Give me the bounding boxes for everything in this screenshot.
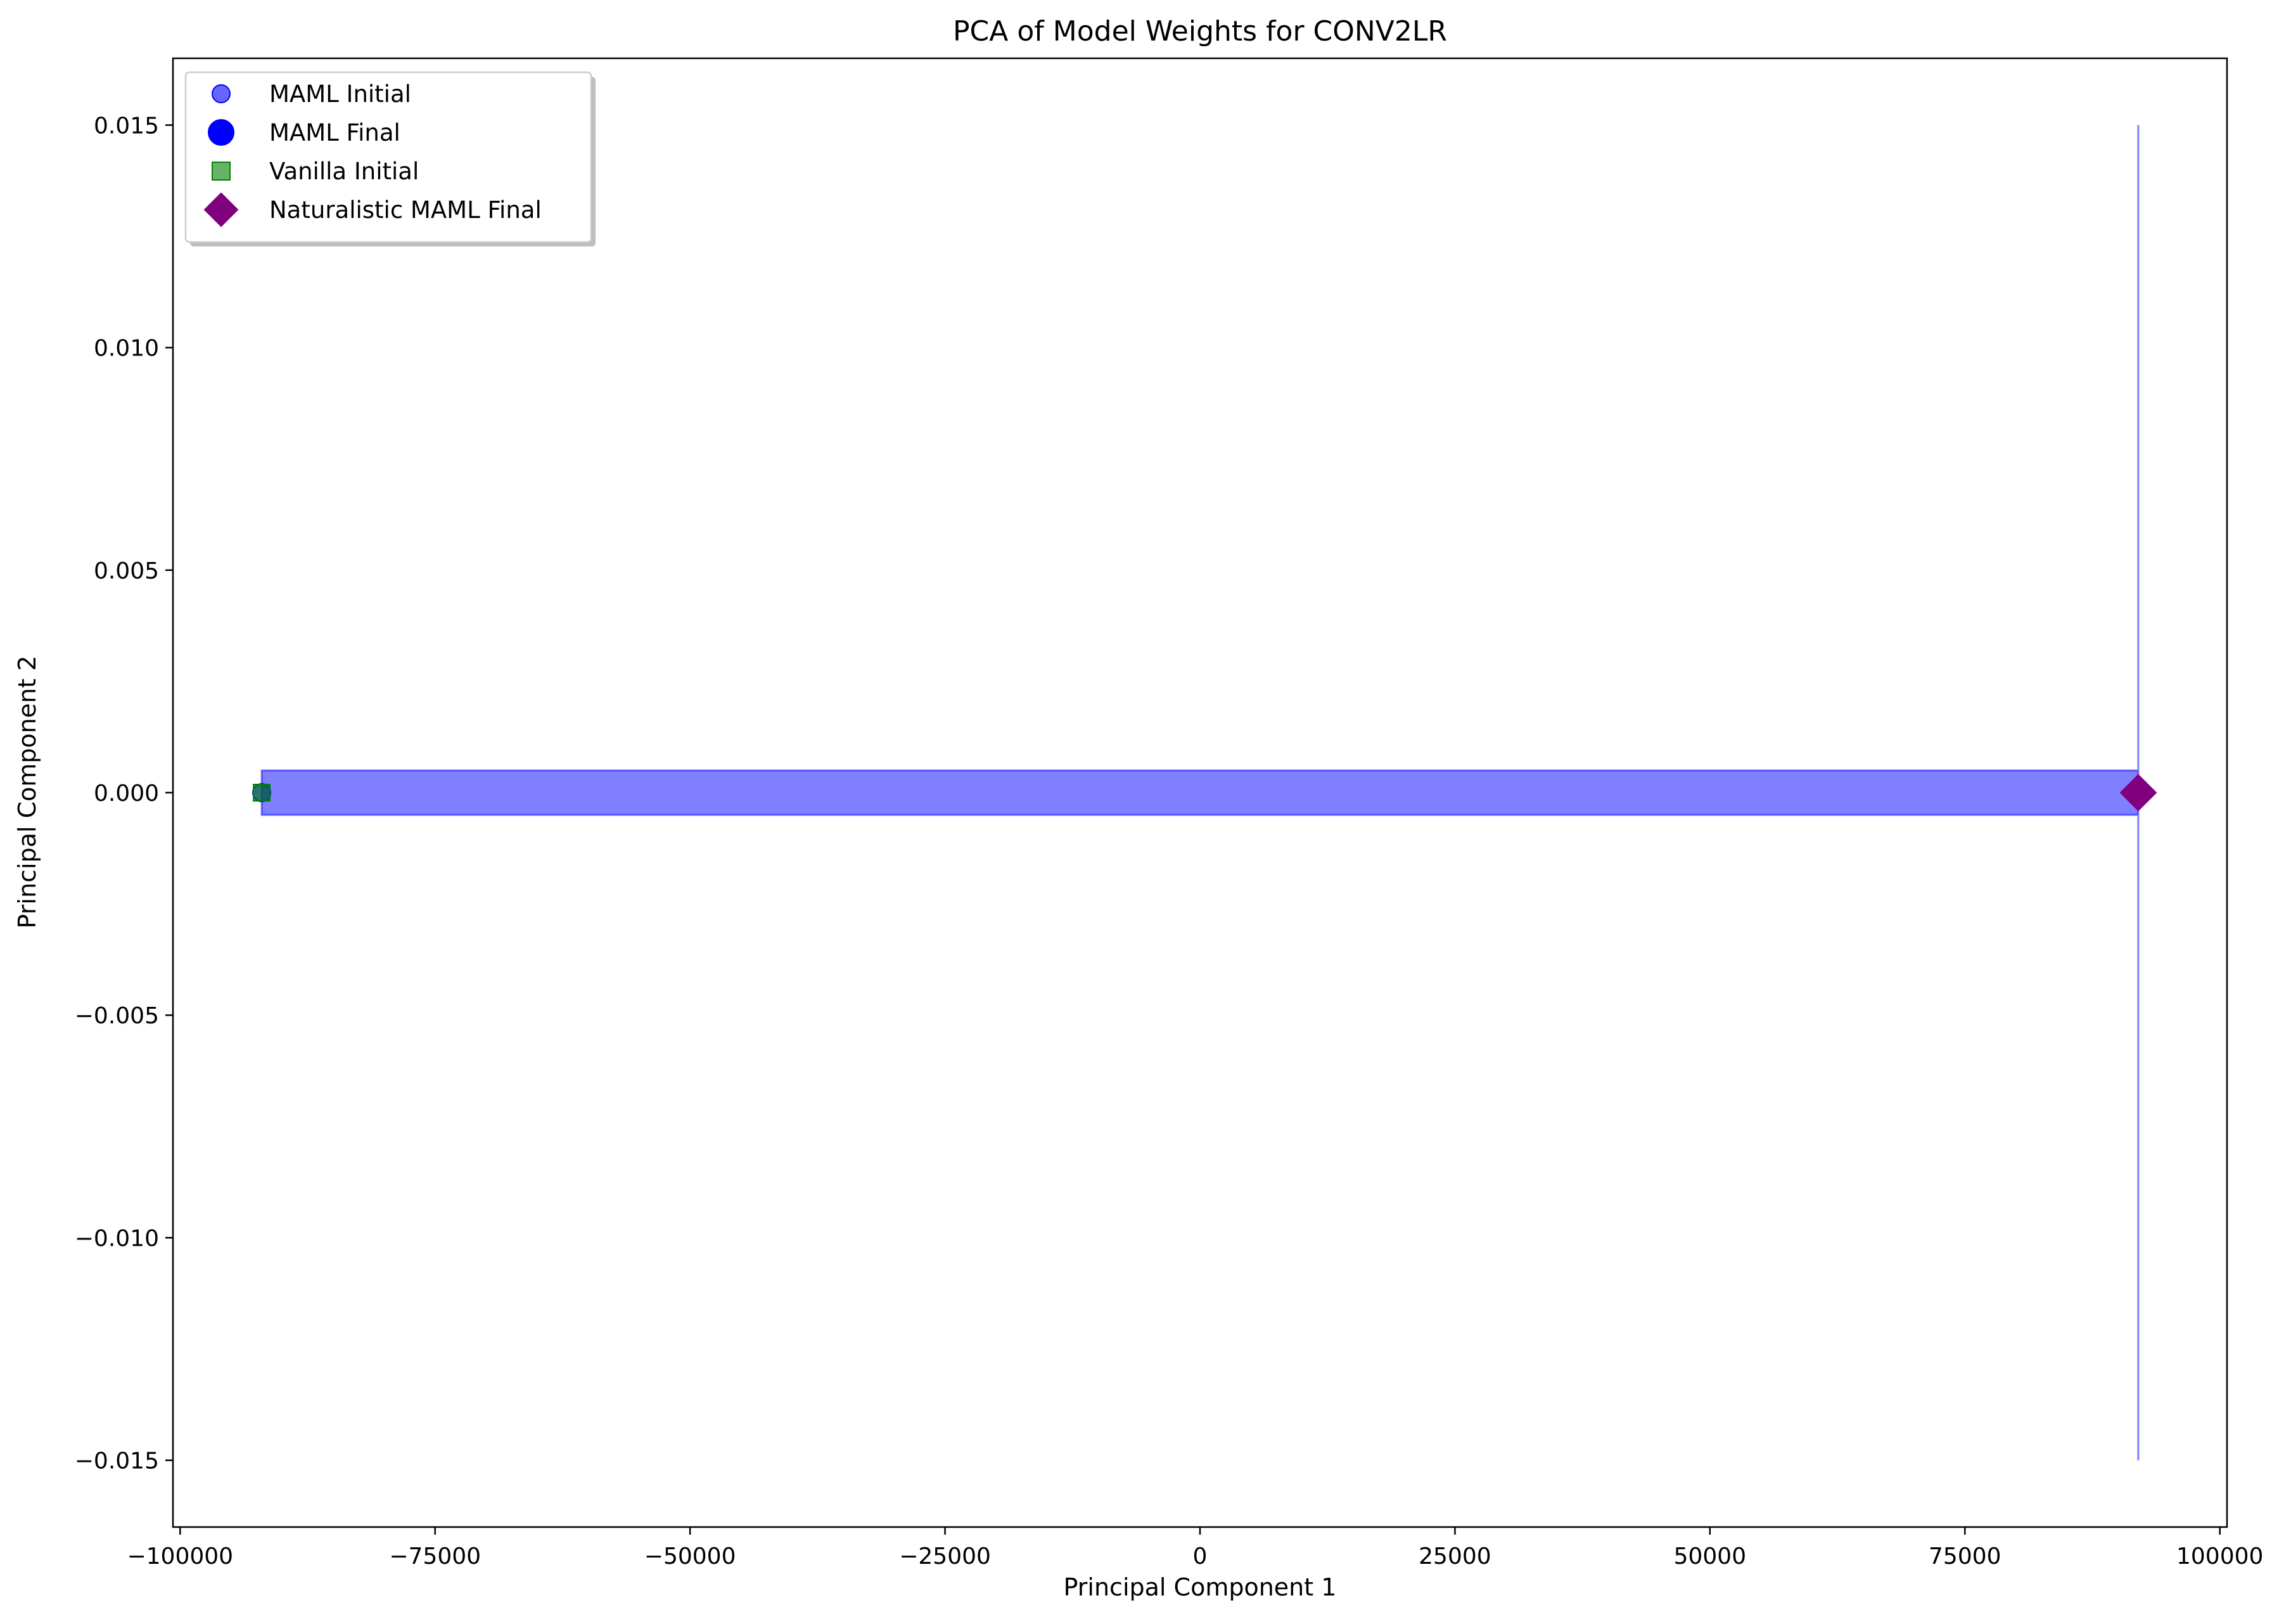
trajectory-arrow — [260, 125, 2140, 1461]
y-tick-label: −0.015 — [75, 1448, 159, 1474]
legend-label-maml-initial: MAML Initial — [269, 80, 411, 108]
y-tick-label: 0.000 — [94, 781, 159, 807]
legend-label-vanilla-initial: Vanilla Initial — [269, 158, 419, 185]
x-tick-label: −50000 — [644, 1544, 736, 1570]
y-tick-label: 0.005 — [94, 558, 159, 584]
naturalistic-maml-final-point — [2119, 774, 2157, 812]
axes-frame — [172, 57, 2228, 1528]
legend-frame — [184, 71, 592, 243]
plot-area — [252, 125, 2157, 1461]
x-tick-label: 50000 — [1674, 1544, 1747, 1570]
legend-marker-vanilla-initial — [212, 162, 231, 181]
x-tick-label: 75000 — [1929, 1544, 2001, 1570]
y-axis-label: Principal Component 2 — [13, 656, 41, 929]
y-tick-label: −0.005 — [75, 1003, 159, 1029]
legend: MAML Initial MAML Final Vanilla Initial Nat… — [184, 71, 596, 246]
x-tick-label: 25000 — [1419, 1544, 1491, 1570]
legend-label-maml-final: MAML Final — [269, 119, 400, 146]
y-tick-label: −0.010 — [75, 1225, 159, 1251]
legend-marker-maml-initial — [212, 84, 231, 103]
x-tick-label: 100000 — [2176, 1544, 2263, 1570]
x-tick-label: −100000 — [127, 1544, 233, 1570]
x-tick-label: −75000 — [389, 1544, 481, 1570]
vanilla-initial-point — [253, 784, 271, 802]
legend-marker-naturalistic-maml-final — [203, 192, 239, 227]
legend-marker-maml-final — [208, 119, 234, 146]
y-tick-label: 0.010 — [94, 336, 159, 362]
x-tick-label: −25000 — [899, 1544, 991, 1570]
legend-label-naturalistic-maml-final: Naturalistic MAML Final — [269, 196, 542, 224]
chart-title: PCA of Model Weights for CONV2LR — [953, 15, 1447, 48]
y-tick-label: 0.015 — [94, 113, 159, 139]
x-axis-label: Principal Component 1 — [1064, 1573, 1337, 1601]
ticks-layer: −100000 −75000 −50000 −25000 0 25000 50000 7500… — [75, 113, 2264, 1570]
x-tick-label: 0 — [1193, 1544, 1208, 1570]
